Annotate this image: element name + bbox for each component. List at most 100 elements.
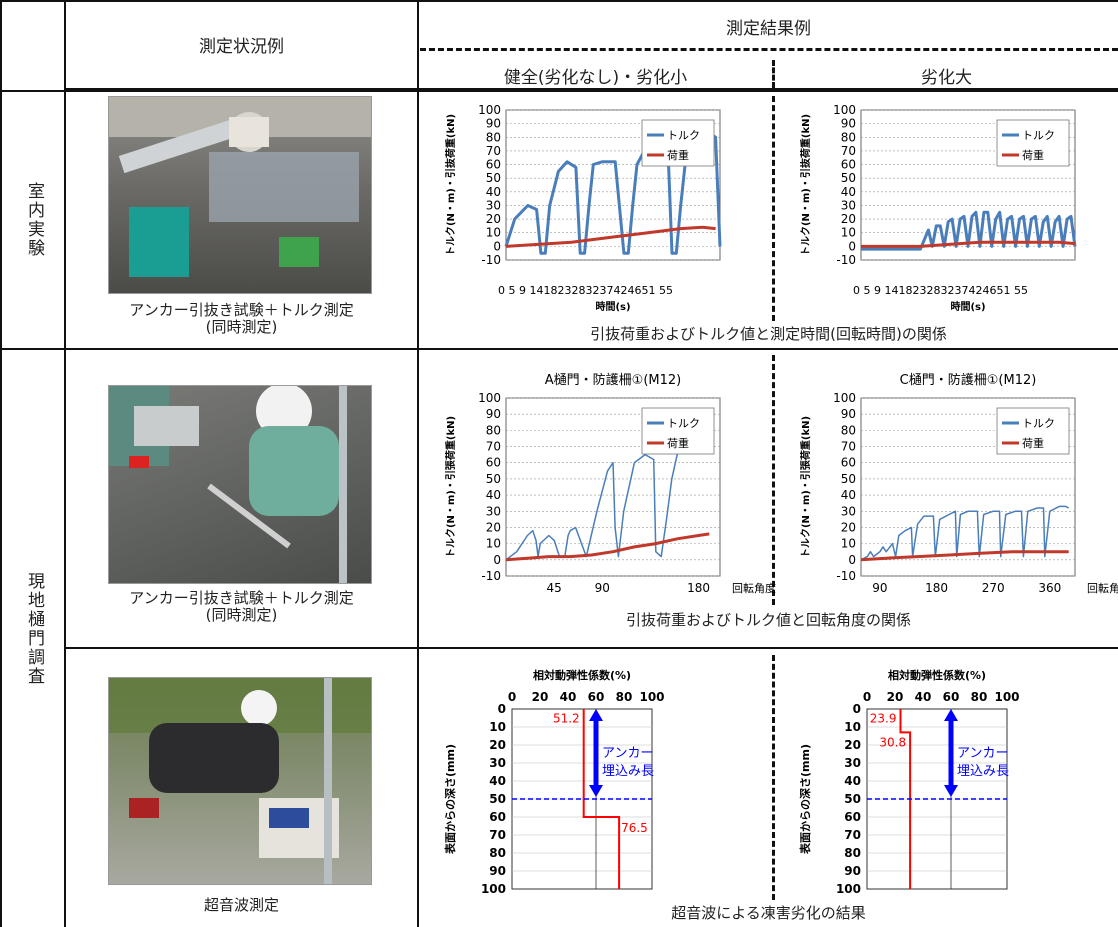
y-tick-label: 40	[841, 488, 856, 502]
y-tick-label: 90	[486, 117, 501, 131]
row1-col-dashed	[772, 96, 775, 321]
y-tick-label: 30	[841, 198, 856, 212]
y-tick-label: 100	[478, 103, 501, 117]
anchor-annotation-line1: アンカー	[602, 746, 653, 761]
x-tick-label: 180	[925, 581, 948, 595]
y-tick-label: 100	[833, 391, 856, 405]
legend-label-load: 荷重	[667, 436, 689, 450]
y-tick-label: 30	[489, 756, 506, 770]
y-tick-label: 50	[844, 792, 861, 806]
anchor-arrow-head-top	[944, 709, 958, 721]
y-tick-label: -10	[836, 253, 856, 267]
legend-label-torque: トルク	[667, 129, 700, 142]
x-tick-label: 80	[971, 690, 988, 704]
legend-label-load: 荷重	[667, 148, 689, 162]
y-tick-label: 30	[841, 504, 856, 518]
x-tick-label: 270	[982, 581, 1005, 595]
row1-result-caption: 引抜荷重およびトルク値と測定時間(回転時間)の関係	[590, 325, 947, 343]
y-tick-label: 80	[844, 846, 861, 860]
x-axis-label: 回転角度	[732, 581, 776, 595]
chart-title: 相対動弾性係数(%)	[888, 668, 986, 682]
legend-box	[641, 407, 715, 455]
x-tick-label: 60	[943, 690, 960, 704]
y-tick-label: 80	[489, 846, 506, 860]
legend-label-torque: トルク	[667, 417, 700, 430]
chart-field-healthy: A樋門・防護柵①(M12)1009080706050403020100-10トル…	[444, 372, 776, 595]
y-tick-label: 20	[486, 520, 501, 534]
y-tick-label: 0	[493, 239, 501, 253]
table-border-left	[0, 0, 2, 927]
y-tick-label: 70	[841, 144, 856, 158]
x-tick-label: 45	[547, 581, 562, 595]
y-tick-label: 20	[844, 738, 861, 752]
y-tick-label: 50	[489, 792, 506, 806]
chart-title: 相対動弾性係数(%)	[533, 668, 631, 682]
x-axis-label: 回転角度	[1087, 581, 1118, 595]
y-tick-label: -10	[481, 569, 501, 583]
photo1-caption: アンカー引抜き試験＋トルク測定 (同時測定)	[66, 302, 417, 336]
field-photo-drawing	[109, 386, 347, 583]
y-tick-label: 60	[841, 158, 856, 172]
legend-label-load: 荷重	[1022, 436, 1044, 450]
y-tick-label: 50	[486, 171, 501, 185]
value-label-deep: 30.8	[879, 735, 906, 749]
y-tick-label: 70	[486, 144, 501, 158]
y-tick-label: 80	[841, 423, 856, 437]
y-tick-label: -10	[836, 569, 856, 583]
x-tick-labels: 0 5 9 141823283237424651 55	[853, 284, 1028, 297]
value-label-surface: 23.9	[870, 711, 897, 725]
chart-title: C樋門・防護柵①(M12)	[900, 372, 1037, 388]
row3-col-dashed	[772, 655, 775, 900]
row-divider-header	[64, 88, 1118, 90]
y-axis-label: トルク(N・m)・引張荷重(kN)	[444, 416, 457, 558]
y-tick-label: 90	[841, 407, 856, 421]
row3-result-caption: 超音波による凍害劣化の結果	[671, 904, 866, 922]
y-tick-label: 90	[844, 864, 861, 878]
header-results: 測定結果例	[726, 19, 811, 39]
chart-ultra-severe: 相対動弾性係数(%) 0 20 40 60 80 100 0 10 20 30 40 50 60 70 80 9…	[798, 668, 1020, 896]
y-axis-label: トルク(N・m)・引張荷重(kN)	[799, 416, 812, 558]
y-tick-label: 100	[478, 391, 501, 405]
anchor-annotation-line1: アンカー	[957, 746, 1008, 761]
y-tick-label: 30	[486, 198, 501, 212]
y-tick-label: 70	[841, 440, 856, 454]
y-tick-label: 0	[853, 702, 861, 716]
y-axis-label: 表面からの深さ(mm)	[798, 744, 812, 855]
photo1-caption-line1: アンカー引抜き試験＋トルク測定	[129, 301, 354, 319]
depth-profile-line	[582, 709, 621, 889]
row-divider-field-inner	[64, 647, 1118, 649]
y-tick-label: 0	[848, 553, 856, 567]
x-tick-label: 100	[994, 690, 1019, 704]
x-tick-label: 360	[1038, 581, 1061, 595]
x-axis-label: 時間(s)	[595, 300, 630, 313]
photo2-caption: アンカー引抜き試験＋トルク測定 (同時測定)	[66, 590, 417, 624]
chart-field-severe: C樋門・防護柵①(M12)1009080706050403020100-10トル…	[799, 372, 1118, 595]
y-tick-label: 0	[493, 553, 501, 567]
y-tick-label: 30	[486, 504, 501, 518]
x-tick-label: 100	[639, 690, 664, 704]
value-label-deep: 76.5	[621, 821, 648, 835]
series-line-load	[505, 225, 716, 248]
y-tick-label: 50	[841, 171, 856, 185]
anchor-arrow-head-bottom	[589, 785, 603, 797]
lab-anchor-test-photo	[108, 96, 372, 294]
x-tick-label: 180	[687, 581, 710, 595]
header-col-severe: 劣化大	[921, 68, 972, 88]
legend-box	[641, 119, 715, 167]
y-tick-label: 60	[486, 456, 501, 470]
photo1-caption-line2: (同時測定)	[205, 318, 278, 336]
y-tick-label: 40	[844, 774, 861, 788]
y-tick-label: 50	[486, 472, 501, 486]
y-tick-label: 40	[486, 488, 501, 502]
y-tick-label: 10	[486, 537, 501, 551]
y-tick-label: 60	[486, 158, 501, 172]
y-tick-label: 80	[486, 130, 501, 144]
anchor-annotation-line2: 埋込み長	[957, 764, 1009, 779]
y-tick-label: 10	[844, 720, 861, 734]
y-tick-label: 80	[841, 130, 856, 144]
y-tick-label: 70	[489, 828, 506, 842]
y-tick-label: 10	[841, 537, 856, 551]
x-tick-label: 90	[595, 581, 610, 595]
series-line-torque	[861, 210, 1077, 251]
